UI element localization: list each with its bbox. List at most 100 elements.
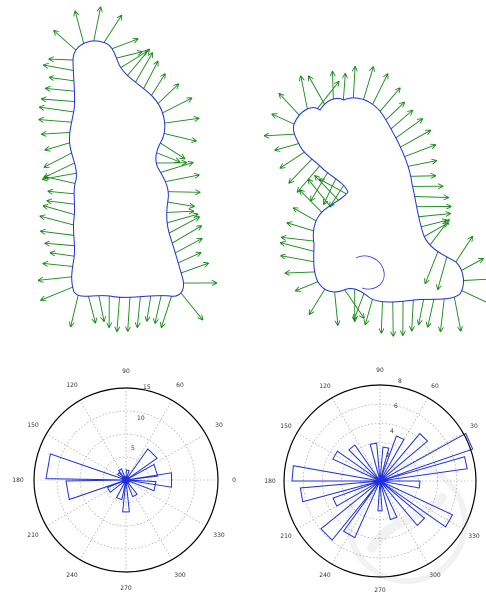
- right-normal-arrow: [309, 76, 325, 105]
- angle-label-60: 60: [431, 383, 439, 390]
- left-normal-arrow: [157, 84, 179, 104]
- left-rose-petal: [125, 472, 172, 488]
- right-normal-arrow: [300, 190, 323, 213]
- left-rose-petal: [125, 469, 130, 481]
- right-normal-arrow: [372, 74, 388, 105]
- right-normal-arrow: [410, 176, 436, 177]
- left-grid-ring: [56, 410, 196, 550]
- right-normal-arrow: [365, 299, 373, 324]
- angle-label-180: 180: [12, 477, 24, 484]
- radius-label-8: 8: [398, 378, 402, 385]
- angle-label-270: 270: [374, 587, 386, 593]
- left-normal-arrow: [43, 206, 75, 216]
- right-normal-arrow: [287, 223, 314, 232]
- right-normal-arrow: [428, 299, 435, 327]
- left-grid-spoke: [125, 479, 173, 560]
- right-normal-arrow: [272, 114, 295, 125]
- right-rose-petal: [320, 480, 381, 541]
- left-normal-arrow: [88, 296, 95, 323]
- angle-label-300: 300: [174, 572, 186, 579]
- left-normal-arrow: [111, 39, 138, 50]
- left-normal-arrow: [42, 132, 70, 134]
- angle-label-240: 240: [319, 572, 331, 579]
- angle-label-60: 60: [176, 382, 184, 389]
- left-normal-arrow: [164, 118, 199, 124]
- left-normal-arrow: [44, 152, 72, 167]
- polar-labels-left: 0 30 60 90 120 150 180 210 240 270 300 3…: [12, 368, 236, 592]
- right-rose-petal: [379, 480, 421, 489]
- right-rose-petal: [379, 432, 474, 482]
- left-normal-arrow: [43, 263, 73, 267]
- right-rose-petal: [377, 480, 383, 512]
- left-normal-arrow: [117, 297, 121, 331]
- left-normal-arrow: [151, 74, 165, 96]
- angle-label-150: 150: [280, 423, 292, 430]
- left-normal-arrow: [160, 163, 193, 173]
- left-normal-arrow: [44, 162, 75, 178]
- right-normal-arrow: [275, 143, 299, 151]
- radius-label-4: 4: [390, 428, 394, 435]
- radius-label-15: 15: [143, 384, 151, 391]
- right-normal-arrow: [282, 237, 314, 242]
- left-grid-spoke: [46, 479, 127, 527]
- radius-label-2: 2: [386, 452, 390, 459]
- left-grid-spoke: [125, 479, 206, 527]
- right-normal-arrow: [285, 272, 315, 273]
- left-normal-arrow: [75, 11, 85, 44]
- right-normal-arrow: [438, 256, 448, 290]
- left-normal-arrow: [155, 295, 162, 324]
- right-normal-arrow: [296, 281, 319, 291]
- left-normal-arrow: [98, 295, 104, 322]
- right-normal-arrow: [353, 67, 355, 98]
- angle-label-180: 180: [264, 478, 276, 485]
- right-normal-arrow: [363, 67, 373, 100]
- right-normal-arrow: [301, 76, 308, 110]
- left-grid-spoke: [79, 479, 127, 560]
- right-normal-arrow: [404, 145, 436, 158]
- left-normal-arrow: [41, 286, 73, 300]
- left-normal-arrow: [162, 98, 192, 114]
- polar-rose-right: 30 60 90 120 150 180 210 240 270 300 330…: [264, 367, 480, 593]
- left-rose-petal: [125, 479, 157, 492]
- left-rose-petal: [122, 479, 130, 513]
- angle-label-30: 30: [215, 422, 223, 429]
- radius-label-6: 6: [394, 403, 398, 410]
- left-rose-petal: [125, 479, 138, 498]
- left-rose-petal: [106, 479, 127, 494]
- left-normal-arrow: [71, 295, 79, 326]
- angle-label-330: 330: [468, 533, 480, 540]
- left-rose-petal: [125, 463, 159, 481]
- left-normal-arrow: [45, 177, 76, 184]
- right-normal-arrow: [420, 220, 447, 228]
- right-normal-arrow: [395, 119, 423, 139]
- left-normal-arrow: [103, 15, 122, 43]
- left-normal-arrow: [168, 217, 199, 234]
- right-normal-arrow: [461, 290, 486, 303]
- shape-inner-contour-right: [355, 255, 385, 290]
- right-normal-arrow: [264, 134, 295, 136]
- rose-petals-right: [291, 432, 474, 541]
- radius-label-10: 10: [137, 415, 145, 422]
- right-rose-petal: [369, 442, 381, 482]
- radius-label-5: 5: [131, 445, 135, 452]
- outline-panel-right: [264, 67, 486, 336]
- right-rose-petal: [379, 432, 429, 482]
- right-rose-petal: [332, 450, 381, 482]
- right-rose-petal: [379, 456, 468, 482]
- left-normal-arrow: [45, 142, 70, 150]
- polar-outer-circle-right: [283, 384, 477, 578]
- rose-center-dot-left: [122, 476, 130, 484]
- polar-outer-circle-left: [33, 387, 219, 573]
- right-normal-arrow: [343, 74, 345, 100]
- left-normal-arrow: [40, 216, 74, 226]
- left-normal-arrow: [168, 192, 200, 193]
- left-rose-petal: [125, 448, 158, 481]
- right-normal-arrow: [418, 214, 451, 218]
- left-normal-arrow: [41, 231, 74, 236]
- left-normal-arrow: [46, 88, 75, 92]
- shape-outline-right: [293, 97, 464, 303]
- left-rose-petal: [115, 479, 127, 501]
- left-rose-petal: [65, 479, 127, 501]
- right-rose-petal: [299, 480, 381, 503]
- left-normal-arrow: [160, 142, 184, 159]
